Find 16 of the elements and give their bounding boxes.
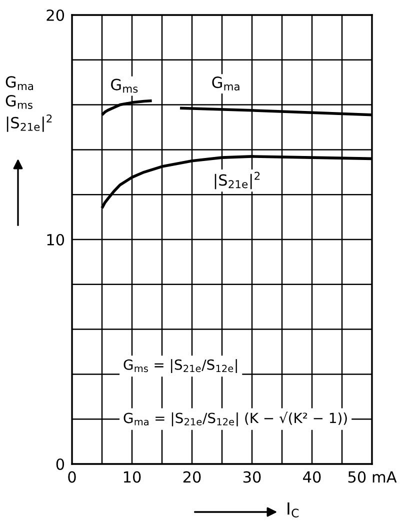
annotation: G$_{ma}$ = |S$_{21e}$/S$_{12e}$| (K − √(K² − 1)) bbox=[124, 412, 347, 426]
x-tick-label: 50 mA bbox=[348, 471, 397, 483]
x-tick-label: 20 bbox=[183, 471, 201, 483]
x-axis-title: I$_{C}$ bbox=[288, 502, 299, 518]
series-label: G$_{ms}$ bbox=[111, 78, 138, 93]
annotation: G$_{ms}$ = |S$_{21e}$/S$_{12e}$| bbox=[124, 359, 237, 373]
series-label: G$_{ma}$ bbox=[212, 76, 240, 91]
x-tick-label: 0 bbox=[68, 471, 76, 483]
y-axis-title: G$_{ma}$ G$_{ms}$ |S$_{21e}$|$^{2}$ bbox=[6, 76, 52, 132]
y-tick-label: 10 bbox=[47, 234, 64, 246]
x-tick-label: 40 bbox=[303, 471, 321, 483]
x-tick-label: 30 bbox=[243, 471, 261, 483]
y-tick-label: 0 bbox=[56, 458, 64, 470]
x-tick-label: 10 bbox=[124, 471, 141, 483]
y-tick-label: 20 bbox=[46, 9, 64, 22]
series-label: |S$_{21e}$|$^{2}$ bbox=[214, 172, 260, 190]
